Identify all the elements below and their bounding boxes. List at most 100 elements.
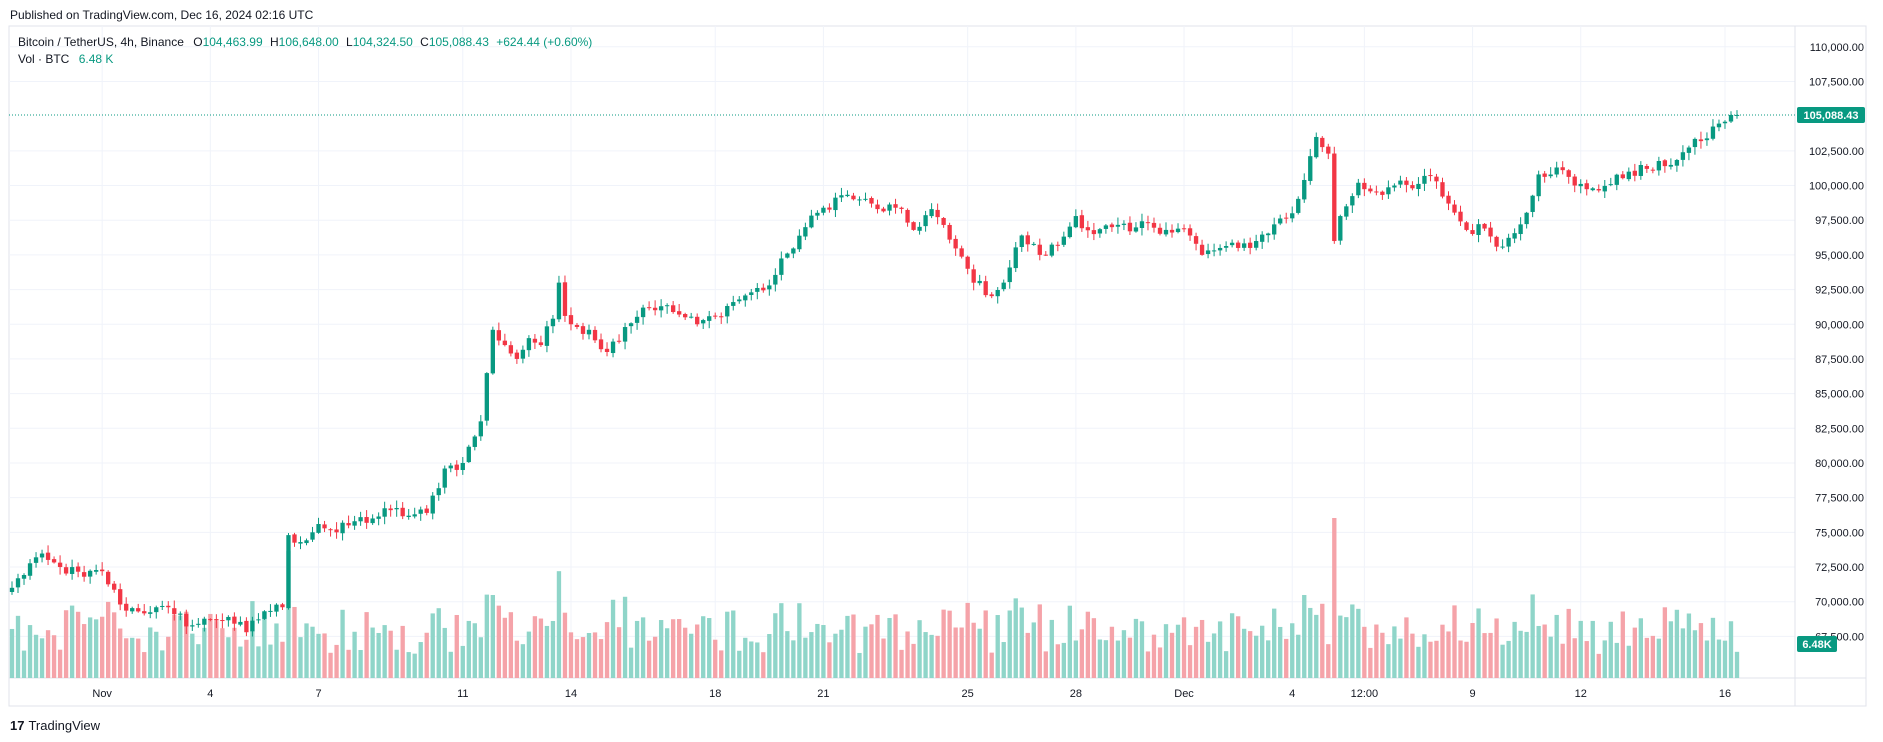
- symbol-legend: Bitcoin / TetherUS, 4h, Binance O104,463…: [18, 35, 592, 49]
- volume-bar: [472, 623, 477, 678]
- volume-bar: [286, 551, 291, 678]
- time-tick-label: 18: [709, 688, 721, 700]
- volume-bar: [1091, 618, 1097, 678]
- candle-body: [1518, 224, 1523, 235]
- candle-body: [412, 514, 417, 517]
- volume-bar: [923, 632, 928, 678]
- volume-bar: [1121, 630, 1127, 678]
- candle-body: [1698, 139, 1704, 142]
- volume-bar: [244, 639, 249, 678]
- candle-body: [1524, 212, 1529, 225]
- volume-bar: [580, 637, 586, 678]
- volume-bar: [1416, 646, 1421, 678]
- candle-body: [1241, 243, 1247, 248]
- volume-bar: [893, 614, 898, 678]
- candle-body: [1326, 146, 1331, 154]
- volume-bar: [622, 596, 628, 678]
- volume-bar: [1181, 617, 1187, 678]
- volume-bar: [857, 652, 862, 678]
- candle-body: [815, 212, 820, 216]
- volume-bar: [640, 617, 646, 678]
- candle-body: [821, 207, 826, 213]
- candle-body: [304, 540, 309, 544]
- volume-value: 6.48 K: [78, 52, 114, 66]
- candle-body: [1031, 243, 1036, 245]
- volume-bar: [1458, 640, 1463, 678]
- volume-bar: [21, 650, 27, 678]
- candle-body: [1392, 185, 1397, 188]
- volume-bar: [658, 620, 664, 678]
- candle-body: [51, 559, 57, 563]
- candle-body: [568, 315, 574, 325]
- candle-body: [532, 338, 538, 343]
- time-tick-label: Dec: [1174, 688, 1194, 700]
- volume-bar: [1572, 638, 1577, 678]
- candle-body: [112, 583, 117, 590]
- volume-bar: [1223, 651, 1229, 678]
- candle-body: [15, 578, 21, 588]
- candle-body: [1091, 230, 1097, 235]
- candle-body: [1205, 250, 1211, 255]
- volume-bar: [887, 617, 892, 678]
- candle-body: [1458, 211, 1463, 222]
- candle-body: [953, 238, 958, 249]
- volume-bar: [1205, 641, 1211, 678]
- price-tick-label: 110,000.00: [1810, 42, 1864, 54]
- volume-bar: [1686, 613, 1692, 678]
- candle-body: [773, 274, 778, 285]
- volume-bar: [1266, 640, 1271, 678]
- volume-bar: [809, 632, 814, 678]
- candle-body: [652, 307, 658, 311]
- volume-bar: [731, 610, 736, 678]
- volume-bar: [1362, 626, 1367, 678]
- volume-bar: [646, 640, 652, 678]
- volume-bar: [154, 631, 159, 678]
- candle-body: [220, 620, 225, 622]
- volume-bar: [466, 620, 471, 678]
- volume-bar: [358, 650, 363, 678]
- candle-body: [364, 517, 369, 523]
- high-value: 106,648.00: [278, 35, 339, 49]
- volume-bar: [268, 644, 273, 678]
- volume-bar: [1674, 609, 1680, 678]
- volume-bar: [833, 633, 838, 678]
- candle-body: [1163, 229, 1169, 235]
- candle-body: [526, 338, 532, 351]
- candle-body: [1067, 226, 1073, 238]
- volume-bar: [1067, 605, 1073, 678]
- candle-body: [1590, 188, 1595, 191]
- volume-bar: [1476, 608, 1481, 678]
- candle-body: [466, 446, 471, 463]
- volume-bar: [256, 646, 261, 678]
- volume-bar: [364, 612, 369, 678]
- candle-body: [1614, 174, 1619, 185]
- volume-bar: [995, 615, 1000, 678]
- candle-body: [1055, 244, 1060, 246]
- candle-body: [1512, 233, 1517, 239]
- tradingview-logo[interactable]: 17 TradingView: [10, 718, 100, 733]
- candle-body: [1314, 136, 1319, 158]
- volume-bar: [484, 594, 489, 678]
- price-tick-label: 97,500.00: [1815, 215, 1864, 227]
- candle-body: [490, 329, 495, 374]
- price-tick-label: 77,500.00: [1815, 493, 1864, 505]
- candle-body: [1211, 250, 1217, 252]
- price-tick-label: 102,500.00: [1809, 146, 1864, 158]
- candle-body: [244, 620, 249, 633]
- volume-bar: [1199, 619, 1205, 678]
- candle-body: [388, 508, 393, 511]
- candle-body: [881, 208, 886, 212]
- candle-body: [238, 621, 243, 625]
- volume-bar: [550, 620, 556, 678]
- candle-body: [1536, 174, 1541, 197]
- volume-bar: [953, 627, 958, 678]
- candle-body: [544, 326, 550, 346]
- volume-bar: [1548, 636, 1553, 678]
- candle-body: [1223, 246, 1229, 248]
- volume-bar: [899, 649, 904, 678]
- volume-bar: [166, 636, 171, 678]
- last-price-tag: [1797, 106, 1865, 123]
- volume-bar: [1710, 617, 1716, 678]
- candle-body: [286, 535, 291, 609]
